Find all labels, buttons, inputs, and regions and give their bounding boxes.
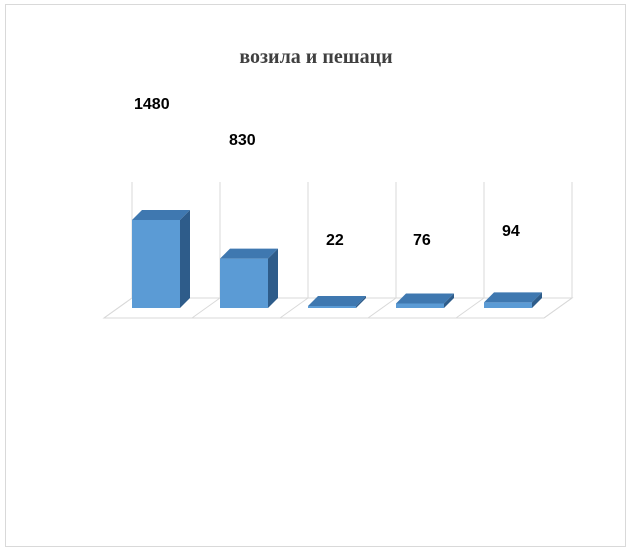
data-label: 94 — [502, 223, 520, 240]
chart-area — [5, 4, 626, 547]
bar-top — [132, 210, 190, 220]
gridline — [543, 297, 573, 319]
data-label: 22 — [326, 232, 344, 249]
bar-side — [532, 292, 542, 308]
bar-front — [396, 303, 444, 308]
data-labels: 1480 830 22 76 94 — [134, 96, 520, 249]
bar-front — [220, 258, 268, 308]
gridline — [103, 297, 133, 319]
bar — [132, 210, 190, 308]
bar-side — [356, 296, 366, 308]
bar — [396, 293, 454, 308]
bar-top — [396, 293, 454, 304]
bar-side — [444, 293, 454, 308]
bar-side — [268, 248, 278, 308]
bar — [484, 292, 542, 308]
chart-title: возила и пешаци — [239, 46, 393, 68]
gridline — [279, 297, 309, 319]
bar-series — [132, 210, 542, 308]
bar — [220, 248, 278, 308]
bar-front — [308, 306, 356, 308]
bar-side — [180, 210, 190, 308]
bar-front — [132, 220, 180, 308]
bar-top — [220, 248, 278, 259]
data-label: 76 — [413, 232, 431, 249]
gridline — [191, 297, 221, 319]
gridline — [367, 297, 397, 319]
bar — [308, 296, 366, 308]
data-label: 1480 — [134, 96, 170, 113]
gridline — [455, 297, 485, 319]
bar-top — [308, 296, 366, 306]
bar-top — [484, 292, 542, 303]
data-label: 830 — [229, 132, 256, 149]
bar-front — [484, 302, 532, 308]
